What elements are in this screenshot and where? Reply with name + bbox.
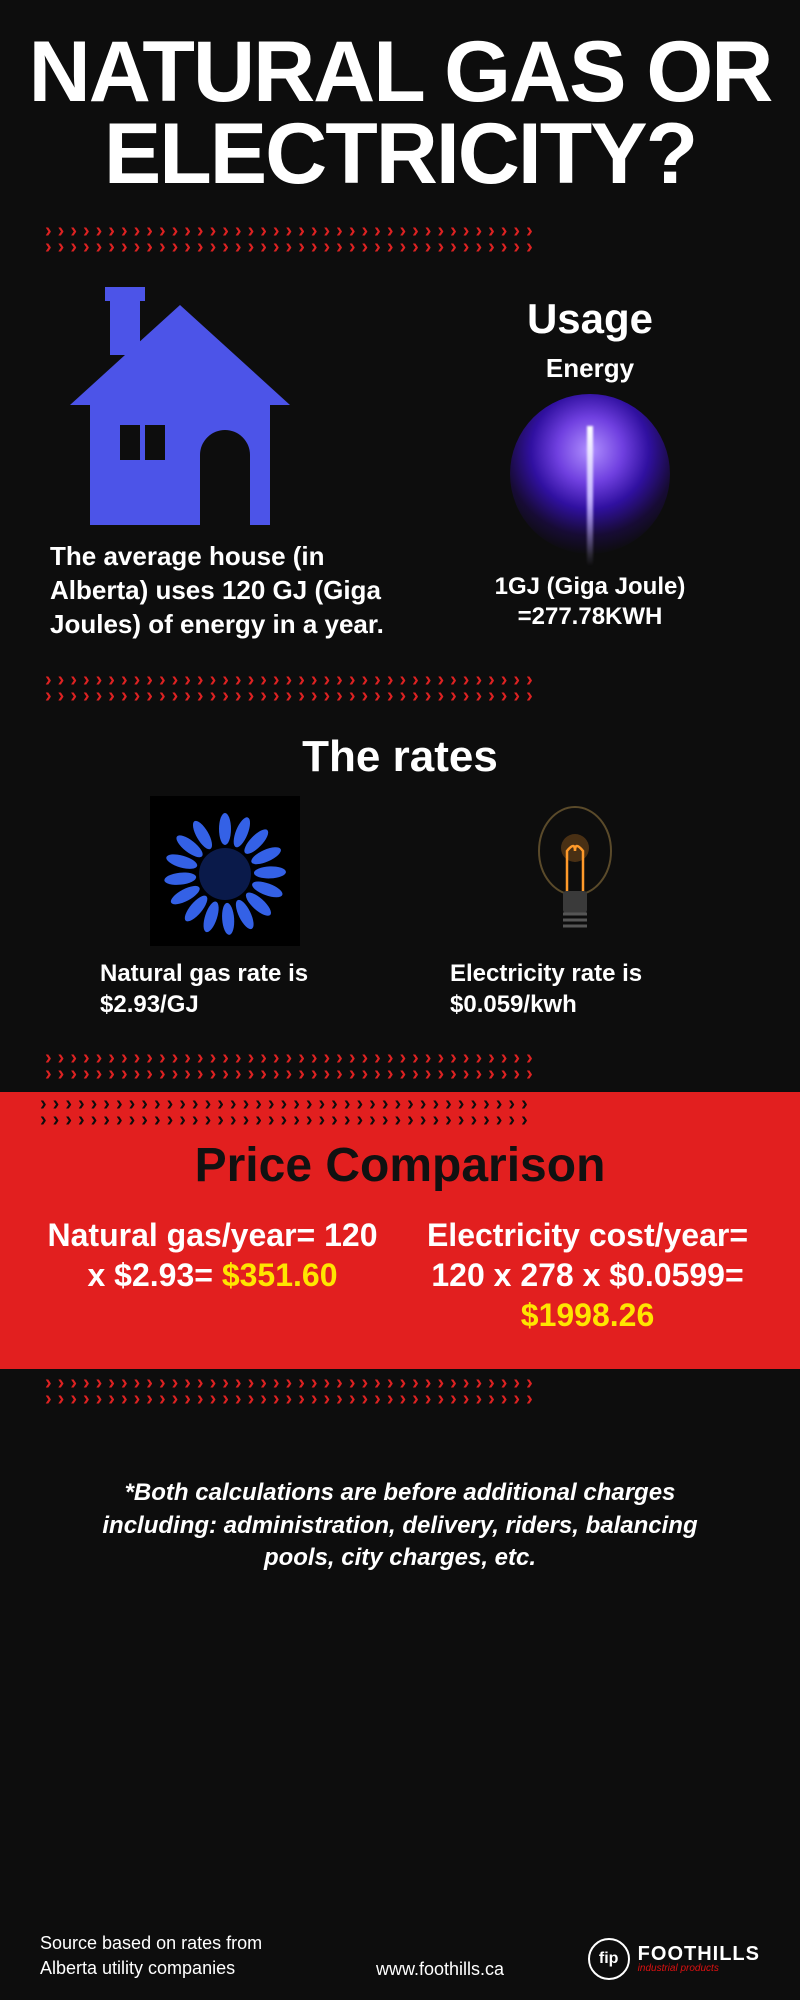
electricity-price-value: $1998.26 [521, 1297, 654, 1333]
divider: ››››››››››››››››››››››››››››››››››››››› … [45, 672, 755, 704]
house-icon [50, 275, 310, 535]
gas-price-value: $351.60 [222, 1257, 338, 1293]
energy-conversion: 1GJ (Giga Joule) =277.78KWH [430, 572, 750, 632]
divider: ››››››››››››››››››››››››››››››››››››››› … [45, 223, 755, 255]
lightbulb-icon [525, 796, 625, 946]
gas-rate-text: Natural gas rate is $2.93/GJ [70, 958, 380, 1020]
usage-heading: Usage [430, 295, 750, 343]
energy-label: Energy [430, 353, 750, 384]
gas-price: Natural gas/year= 120 x $2.93= $351.60 [40, 1215, 385, 1335]
divider: ››››››››››››››››››››››››››››››››››››››› … [45, 1375, 755, 1407]
footer: Source based on rates from Alberta utili… [0, 1931, 800, 1980]
source-text: Source based on rates from Alberta utili… [40, 1931, 300, 1980]
price-comparison-section: ››››››››››››››››››››››››››››››››››››››› … [0, 1092, 800, 1369]
footer-logo: fip FOOTHILLS industrial products [580, 1938, 760, 1980]
footer-url: www.foothills.ca [300, 1959, 580, 1980]
electricity-rate-text: Electricity rate is $0.059/kwh [420, 958, 730, 1020]
logo-name: FOOTHILLS [638, 1944, 760, 1964]
divider: ››››››››››››››››››››››››››››››››››››››› … [40, 1096, 760, 1128]
divider: ››››››››››››››››››››››››››››››››››››››› … [45, 1050, 755, 1082]
page-title: NATURAL GAS OR ELECTRICITY? [0, 0, 800, 213]
energy-icon [510, 394, 670, 554]
price-heading: Price Comparison [40, 1138, 760, 1193]
footnote: *Both calculations are before additional… [0, 1417, 800, 1594]
rates-heading: The rates [50, 732, 750, 782]
logo-tagline: industrial products [638, 1964, 760, 1974]
gas-burner-icon [150, 796, 300, 946]
rates-section: The rates [0, 714, 800, 1040]
electricity-price: Electricity cost/year= 120 x 278 x $0.05… [415, 1215, 760, 1335]
electricity-price-formula: Electricity cost/year= 120 x 278 x $0.05… [427, 1217, 748, 1293]
logo-icon: fip [588, 1938, 630, 1980]
usage-section: The average house (in Alberta) uses 120 … [0, 265, 800, 661]
usage-house-text: The average house (in Alberta) uses 120 … [50, 540, 400, 641]
